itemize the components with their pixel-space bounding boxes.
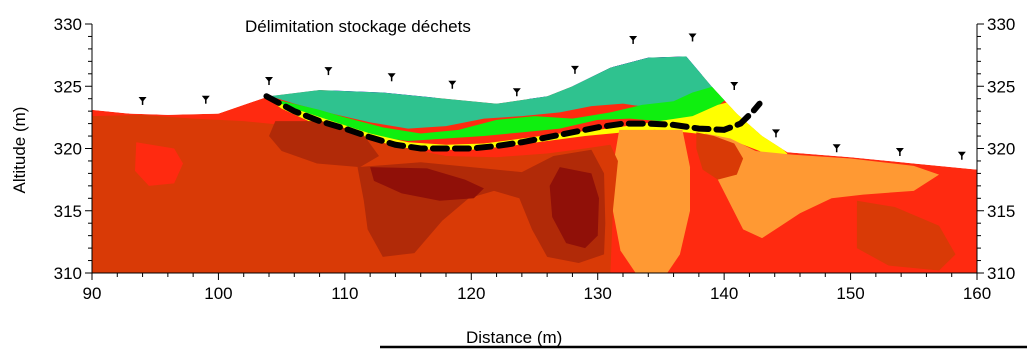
plot-area [92,33,977,274]
y-tick-label-right: 315 [987,202,1015,221]
x-tick-label: 110 [331,284,358,303]
electrode-marker [688,33,697,42]
y-tick-label-right: 330 [987,15,1015,34]
x-tick-label: 140 [710,284,738,303]
y-tick-label-left: 310 [54,264,82,283]
electrode-marker [957,151,966,160]
dark-orange-zone-main [92,114,618,273]
electrode-marker [265,77,273,86]
x-tick-label: 160 [963,284,991,303]
y-tick-label-right: 325 [987,77,1015,96]
dark-red-zone-upper [370,167,484,201]
dark-orange-zone-lower-right [856,200,956,271]
x-axis-title: Distance (m) [466,328,562,347]
electrode-marker [138,96,147,105]
x-tick-label: 90 [83,284,102,303]
y-tick-label-right: 320 [987,140,1015,159]
orange-zone-right [705,133,940,239]
electrode-marker [324,67,333,76]
electrode-marker [387,73,396,82]
red-zone-left-blob [134,142,184,186]
green-zone [267,86,727,142]
electrode-marker [201,95,210,104]
chart-title: Délimitation stockage déchets [245,17,471,36]
orange-zone-column [612,129,691,273]
electrode-marker [771,129,780,138]
y-tick-label-left: 330 [54,15,82,34]
y-tick-label-left: 325 [54,77,82,96]
y-axis-title: Altitude (m) [10,107,29,194]
y-tick-label-left: 315 [54,202,82,221]
dark-red-zone-lower [549,167,599,249]
x-tick-label: 150 [836,284,864,303]
electrode-marker [895,147,904,156]
teal-zone [266,56,717,129]
electrode-marker [629,35,638,44]
dark-orange-zone-right [696,132,744,180]
electrode-marker [832,144,841,153]
waste-boundary-line [263,93,763,152]
x-tick-label: 120 [457,284,485,303]
y-tick-label-right: 310 [987,264,1015,283]
electrode-marker [448,80,457,89]
electrode-marker [512,88,521,97]
electrode-marker [570,65,579,74]
electrode-marker [730,82,739,91]
x-tick-label: 100 [204,284,232,303]
x-tick-label: 130 [584,284,612,303]
y-tick-label-left: 320 [54,140,82,159]
